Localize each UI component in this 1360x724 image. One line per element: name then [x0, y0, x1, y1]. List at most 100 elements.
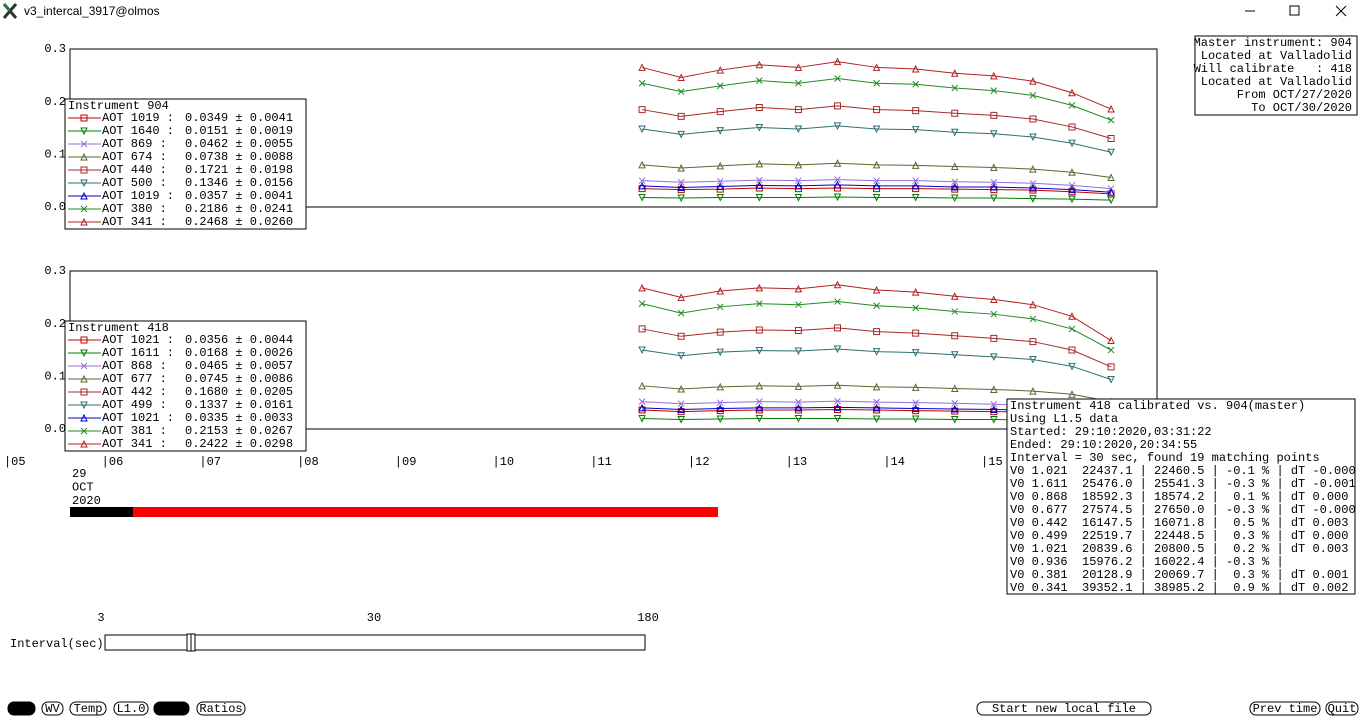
data-marker — [873, 177, 880, 185]
data-marker — [990, 130, 998, 138]
mode-button[interactable] — [153, 701, 190, 716]
data-marker — [794, 106, 802, 114]
data-marker — [677, 130, 685, 139]
data-marker — [638, 63, 646, 71]
y-tick-label: 0.2 — [44, 317, 66, 331]
legend-name: AOT 440 : — [102, 163, 167, 177]
data-marker — [755, 194, 764, 202]
data-marker — [638, 300, 646, 308]
legend-name: AOT 442 : — [102, 385, 167, 399]
calibration-box — [1006, 398, 1356, 595]
data-marker — [716, 328, 724, 336]
master-info-line: Located at Valladolid — [1201, 49, 1352, 63]
series-line — [642, 125, 1112, 153]
calibration-line: V0 0.936 15976.2 | 16022.4 | -0.3 % | — [1010, 555, 1284, 569]
data-marker — [872, 63, 881, 71]
data-marker — [716, 108, 724, 116]
data-marker — [677, 400, 685, 408]
calibration-line: V0 0.677 27574.5 | 27650.0 | -0.3 % | dT… — [1010, 503, 1356, 517]
action-button-label: Start new local file — [992, 702, 1136, 716]
data-marker — [950, 416, 959, 424]
action-button[interactable] — [976, 701, 1152, 716]
legend-stat: 0.0465 ± 0.0057 — [185, 359, 293, 373]
legend-marker — [80, 401, 88, 410]
data-marker — [1029, 133, 1037, 142]
action-button[interactable] — [1325, 701, 1359, 716]
maximize-button[interactable] — [1289, 5, 1300, 16]
legend-marker — [80, 388, 88, 396]
data-marker — [794, 327, 802, 335]
data-marker — [677, 293, 685, 301]
close-button[interactable] — [1335, 5, 1347, 17]
data-marker — [911, 126, 920, 134]
data-marker — [1107, 135, 1115, 143]
mode-button[interactable] — [113, 701, 149, 716]
data-marker — [833, 381, 842, 389]
data-marker — [950, 404, 959, 413]
mode-button-label: L1.0 — [117, 702, 146, 716]
slider-track[interactable] — [104, 634, 646, 651]
date-label: 2020 — [72, 494, 101, 508]
time-tick-label: |14 — [883, 455, 905, 469]
legend-stat: 0.0335 ± 0.0033 — [185, 411, 293, 425]
legend-name: AOT 499 : — [102, 398, 167, 412]
legend-stat: 0.2422 ± 0.0298 — [185, 437, 293, 451]
data-marker — [794, 284, 803, 293]
data-marker — [833, 414, 842, 423]
mode-button-label: AOT — [11, 702, 33, 716]
data-marker — [872, 194, 881, 202]
data-marker — [1029, 91, 1037, 99]
action-button[interactable] — [1249, 701, 1321, 716]
legend-stat: 0.0462 ± 0.0055 — [185, 137, 293, 151]
master-info-line: From OCT/27/2020 — [1237, 88, 1352, 102]
data-marker — [833, 57, 842, 66]
series-line — [641, 327, 1112, 368]
data-marker — [1029, 355, 1037, 364]
data-marker — [1068, 390, 1076, 398]
legend-name: AOT 868 : — [102, 359, 167, 373]
data-marker — [872, 348, 881, 356]
data-marker — [951, 332, 959, 340]
mode-button[interactable] — [41, 701, 64, 716]
date-label: 29 — [72, 467, 86, 481]
data-marker — [911, 161, 920, 169]
mode-button[interactable] — [196, 701, 246, 716]
data-marker — [911, 287, 920, 296]
time-tick-label: |15 — [981, 455, 1003, 469]
data-marker — [755, 159, 764, 168]
data-marker — [872, 285, 881, 294]
data-marker — [716, 399, 724, 407]
legend-box — [64, 98, 307, 230]
data-marker — [1107, 346, 1115, 354]
data-marker — [677, 416, 685, 424]
legend-stat: 0.0357 ± 0.0041 — [185, 189, 293, 203]
data-marker — [911, 404, 920, 412]
data-marker — [716, 404, 725, 412]
data-marker — [990, 405, 998, 414]
legend-marker — [80, 413, 88, 422]
data-marker — [872, 382, 881, 391]
data-marker — [833, 193, 842, 202]
time-tick-label: |10 — [493, 455, 515, 469]
coverage-bar — [133, 507, 718, 517]
legend-name: AOT 341 : — [102, 215, 167, 229]
time-tick-label: |05 — [4, 455, 26, 469]
data-marker — [794, 160, 803, 169]
data-marker — [872, 403, 881, 412]
time-tick-label: |11 — [590, 455, 612, 469]
data-marker — [638, 177, 646, 185]
action-button-label: Quit — [1328, 702, 1357, 716]
data-marker — [990, 194, 998, 203]
data-marker — [990, 178, 998, 186]
legend-marker — [80, 166, 88, 174]
mode-button[interactable] — [69, 701, 107, 716]
data-marker — [755, 283, 764, 292]
data-marker — [911, 194, 920, 202]
y-tick-label: 0.1 — [44, 148, 66, 162]
data-marker — [951, 399, 959, 407]
data-marker — [716, 194, 725, 202]
data-marker — [912, 399, 920, 407]
data-marker — [1107, 196, 1115, 205]
mode-button[interactable] — [7, 701, 36, 716]
